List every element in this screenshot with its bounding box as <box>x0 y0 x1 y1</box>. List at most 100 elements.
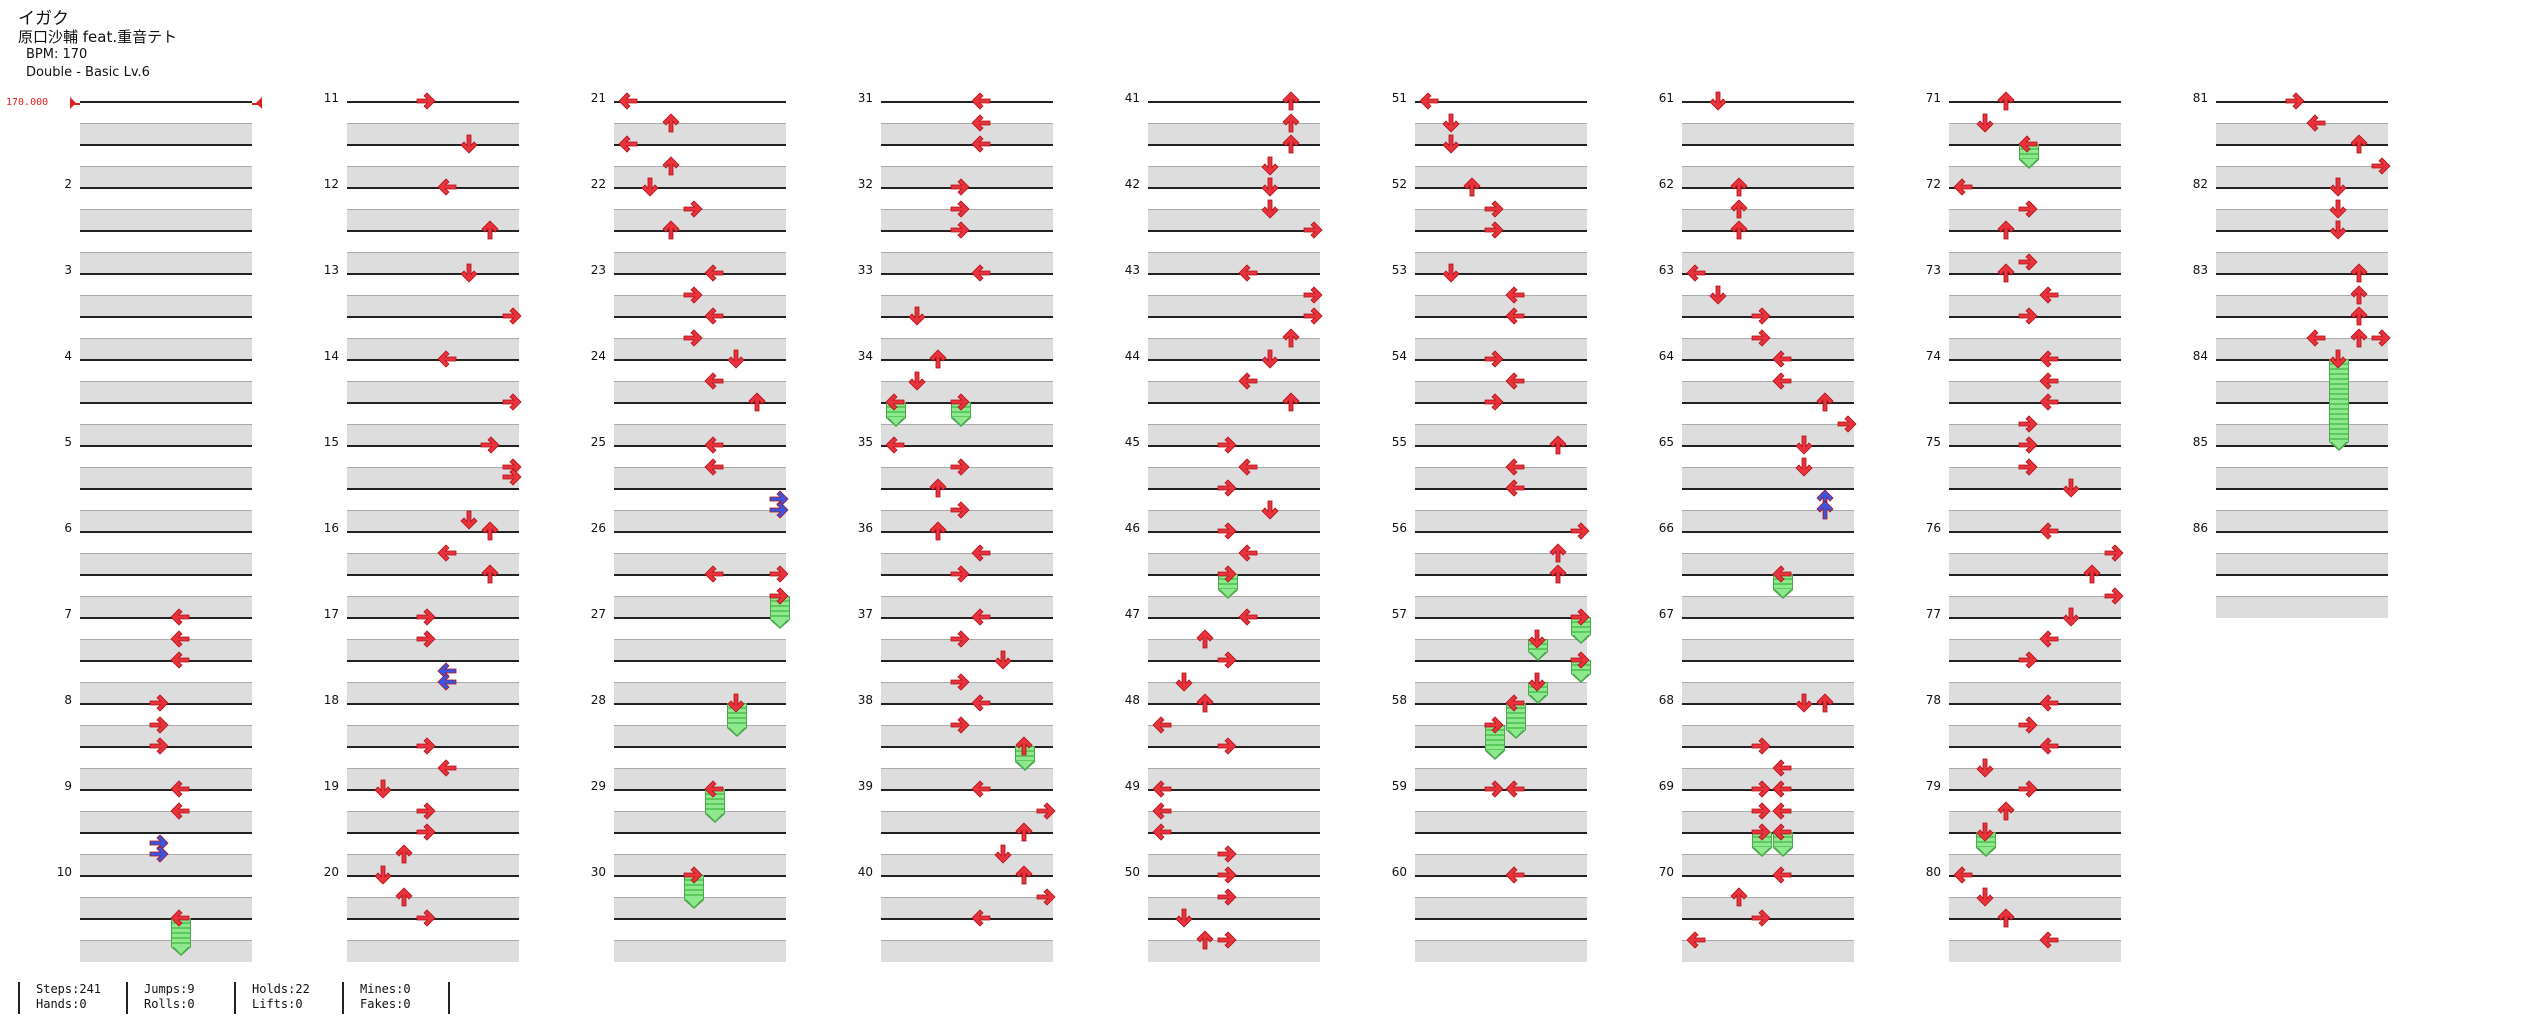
measure-line <box>347 789 519 811</box>
measure-number: 59 <box>1391 779 1407 793</box>
beat-row <box>347 853 519 876</box>
hold-note-tail <box>1773 589 1793 600</box>
arrow-up-icon <box>1815 392 1835 412</box>
stat-value: Jumps:9 <box>144 982 195 996</box>
measure-number: 14 <box>323 349 339 363</box>
beat-row <box>1949 294 2121 317</box>
measure-line <box>1415 273 1587 295</box>
arrow-right-icon <box>1303 306 1323 326</box>
beat-row <box>80 423 252 446</box>
arrow-down-icon <box>459 263 479 283</box>
measure-number: 40 <box>857 865 873 879</box>
beat-row <box>614 918 786 940</box>
measure: 25 <box>562 435 822 532</box>
hold-note-tail <box>2328 440 2349 451</box>
measure-line <box>1682 445 1854 467</box>
stats-divider <box>448 982 450 1014</box>
stat-value: Lifts:0 <box>252 997 303 1011</box>
beat-row <box>80 122 252 145</box>
beat-row <box>80 595 252 618</box>
arrow-up-icon <box>1815 499 1835 520</box>
beat-row <box>881 294 1053 317</box>
beat-row <box>2216 294 2388 317</box>
arrow-up-icon <box>661 220 681 240</box>
beat-row <box>1949 509 2121 532</box>
arrow-right-icon <box>1751 736 1771 756</box>
arrow-right-icon <box>2018 457 2038 477</box>
measure: 71 <box>1897 91 2157 188</box>
beat-row <box>881 767 1053 790</box>
arrow-up-icon <box>1014 822 1034 842</box>
beat-row <box>1949 681 2121 704</box>
measure-line <box>881 875 1053 897</box>
measure-number: 38 <box>857 693 873 707</box>
measure: 26 <box>562 521 822 618</box>
measure: 52 <box>1363 177 1623 274</box>
measure-line <box>1148 359 1320 381</box>
measure-line <box>614 359 786 381</box>
measure: 15 <box>295 435 555 532</box>
arrow-down-icon <box>1260 156 1280 176</box>
beat-row <box>2216 122 2388 145</box>
measure-number: 17 <box>323 607 339 621</box>
measure: 37 <box>829 607 1089 704</box>
measure-number: 5 <box>64 435 72 449</box>
hold-note-tail <box>1506 728 1526 739</box>
measure-number: 25 <box>590 435 606 449</box>
beat-row <box>347 552 519 575</box>
arrow-left-icon <box>2039 521 2059 541</box>
measure-number: 73 <box>1925 263 1941 277</box>
beat-row <box>1148 208 1320 231</box>
measure: 23 <box>562 263 822 360</box>
arrow-right-icon <box>416 908 436 928</box>
beat-row <box>881 896 1053 919</box>
arrow-down-icon <box>1174 672 1194 692</box>
arrow-up-icon <box>480 220 500 240</box>
arrow-left-icon <box>971 113 991 133</box>
measure-number: 31 <box>857 91 873 105</box>
measure-line <box>1682 875 1854 897</box>
beat-row <box>347 122 519 145</box>
stat-value: Mines:0 <box>360 982 411 996</box>
measure: 39 <box>829 779 1089 876</box>
arrow-right-icon <box>1217 478 1237 498</box>
beat-row <box>881 380 1053 403</box>
measure-number: 43 <box>1124 263 1140 277</box>
beat-row <box>1148 918 1320 940</box>
arrow-left-icon <box>704 371 724 391</box>
beat-row <box>80 767 252 790</box>
arrow-left-icon <box>1686 930 1706 950</box>
beat-row <box>1949 380 2121 403</box>
measure-number: 80 <box>1925 865 1941 879</box>
arrow-up-icon <box>1996 800 2016 821</box>
arrow-right-icon <box>2371 328 2391 348</box>
measure-number: 83 <box>2192 263 2208 277</box>
measure-number: 69 <box>1658 779 1674 793</box>
arrow-left-icon <box>170 801 190 821</box>
measure-line <box>2216 187 2388 209</box>
measure-number: 35 <box>857 435 873 449</box>
beat-row <box>80 918 252 940</box>
measure-line <box>1415 187 1587 209</box>
arrow-left-icon <box>2039 736 2059 756</box>
measure: 73 <box>1897 263 2157 360</box>
arrow-up-icon <box>1996 908 2016 928</box>
arrow-left-icon <box>971 607 991 627</box>
measure-line <box>614 101 786 123</box>
arrow-right-icon <box>1217 930 1237 950</box>
measure-number: 7 <box>64 607 72 621</box>
measure: 79 <box>1897 779 2157 876</box>
beat-row <box>1949 746 2121 768</box>
arrow-left-icon <box>437 349 457 369</box>
arrow-up-icon <box>661 112 681 133</box>
arrow-down-icon <box>1794 693 1814 713</box>
arrow-left-icon <box>2039 349 2059 369</box>
arrow-left-icon <box>2039 285 2059 305</box>
arrow-down-icon <box>2061 478 2081 498</box>
measure-number: 45 <box>1124 435 1140 449</box>
beat-row <box>80 638 252 661</box>
measure: 19 <box>295 779 555 876</box>
measure-number: 50 <box>1124 865 1140 879</box>
beat-row <box>614 122 786 145</box>
measure: 11 <box>295 91 555 188</box>
